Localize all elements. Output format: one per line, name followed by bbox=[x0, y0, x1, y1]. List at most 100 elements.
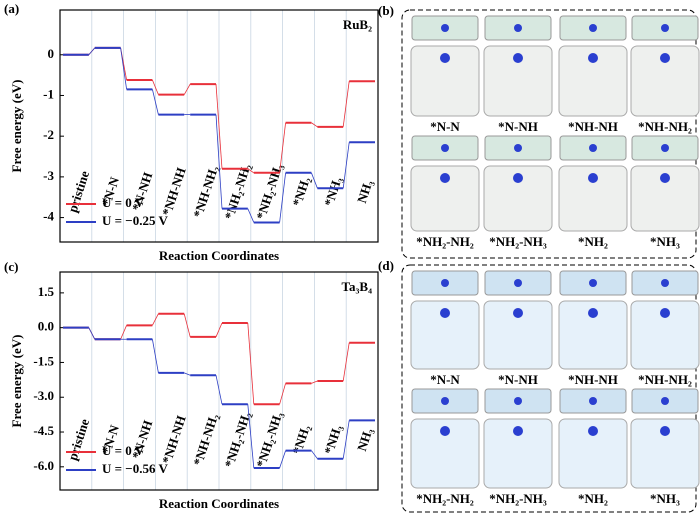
structure-caption: *NH₂ bbox=[578, 234, 608, 249]
adsorbate bbox=[661, 144, 669, 152]
structure-side-view bbox=[483, 300, 553, 370]
adsorbate bbox=[514, 24, 522, 32]
structure-caption: *NH-NH₂ bbox=[638, 119, 692, 134]
adsorbate bbox=[661, 279, 669, 287]
category-label: NH₃ bbox=[354, 426, 376, 453]
connector bbox=[88, 327, 96, 340]
adsorbate bbox=[441, 397, 449, 405]
connector bbox=[247, 404, 255, 469]
adsorbate bbox=[661, 397, 669, 405]
adsorbate bbox=[660, 173, 670, 183]
y-axis-title: Free energy (eV) bbox=[9, 80, 24, 173]
category-label: *NH-NH bbox=[159, 414, 189, 466]
category-label: *NH-NH bbox=[159, 166, 189, 218]
connector bbox=[152, 89, 159, 115]
connector bbox=[215, 114, 223, 209]
structure-side-view bbox=[410, 45, 480, 117]
adsorbate bbox=[588, 173, 598, 183]
structure-side-view bbox=[483, 418, 553, 489]
structure-side-view bbox=[483, 165, 553, 232]
structure-side-view bbox=[630, 418, 700, 489]
connector bbox=[215, 375, 223, 405]
plot-frame bbox=[59, 271, 379, 491]
structure-caption: *NH₂-NH₃ bbox=[489, 491, 547, 506]
connector bbox=[215, 322, 223, 338]
connector bbox=[183, 313, 191, 338]
structure-side-view bbox=[558, 418, 628, 489]
connector bbox=[342, 81, 350, 127]
adsorbate bbox=[514, 279, 522, 287]
adsorbate bbox=[588, 426, 598, 436]
connector bbox=[215, 84, 223, 169]
structure-caption: *NH-NH bbox=[568, 119, 618, 134]
adsorbate bbox=[514, 144, 522, 152]
adsorbate bbox=[660, 308, 670, 318]
structure-caption: *NH₂-NH₂ bbox=[416, 234, 474, 249]
adsorbate bbox=[440, 53, 450, 63]
category-label: *NH₃ bbox=[321, 423, 345, 456]
legend-label: U = −0.56 V bbox=[102, 461, 168, 476]
connector bbox=[311, 172, 318, 189]
y-tick-label: -3.0 bbox=[33, 388, 54, 403]
category-label: *NH-NH₂ bbox=[190, 164, 221, 220]
adsorbate bbox=[441, 279, 449, 287]
structure-caption: *NH-NH₂ bbox=[638, 372, 692, 387]
adsorbate bbox=[588, 53, 598, 63]
structure-caption: *NH₃ bbox=[650, 234, 680, 249]
adsorbate bbox=[589, 279, 597, 287]
adsorbate bbox=[441, 24, 449, 32]
connector bbox=[88, 47, 96, 56]
category-label: NH₃ bbox=[354, 178, 376, 205]
structure-caption: *N-NH bbox=[498, 119, 538, 134]
connector bbox=[342, 420, 350, 459]
connector bbox=[311, 122, 318, 128]
legend-label: U = 0 V bbox=[102, 195, 145, 210]
y-tick-label: -1.5 bbox=[33, 353, 54, 368]
panel-label: (d) bbox=[378, 258, 394, 273]
y-tick-label: -2 bbox=[43, 127, 54, 142]
structure-caption: *NH₂ bbox=[578, 491, 608, 506]
adsorbate bbox=[514, 397, 522, 405]
structure-side-view bbox=[630, 165, 700, 232]
category-label: *NH₂ bbox=[289, 175, 313, 208]
structure-caption: *NH₂-NH₂ bbox=[416, 491, 474, 506]
category-label: *NH₂-NH₂ bbox=[221, 162, 253, 222]
connector bbox=[279, 172, 286, 223]
connector bbox=[279, 450, 286, 469]
adsorbate bbox=[589, 397, 597, 405]
adsorbate bbox=[660, 426, 670, 436]
panel-frame bbox=[401, 264, 697, 513]
connector bbox=[311, 450, 318, 459]
structure-side-view bbox=[410, 418, 480, 489]
adsorbate bbox=[513, 173, 523, 183]
structure-side-view bbox=[558, 300, 628, 370]
legend-label: U = −0.25 V bbox=[102, 213, 168, 228]
panel-frame bbox=[401, 9, 697, 259]
structure-side-view bbox=[558, 45, 628, 117]
annotation: Ta₃B₄ bbox=[342, 279, 373, 294]
connector bbox=[247, 168, 255, 174]
adsorbate bbox=[440, 426, 450, 436]
structure-side-view bbox=[630, 300, 700, 370]
category-label: pristine bbox=[65, 169, 93, 214]
y-tick-label: -4.5 bbox=[33, 423, 54, 438]
y-tick-label: 0.0 bbox=[38, 319, 54, 334]
connector bbox=[279, 383, 286, 405]
category-label: *NH₂-NH₃ bbox=[253, 410, 285, 470]
plot-frame bbox=[59, 9, 379, 243]
adsorbate bbox=[661, 24, 669, 32]
panel-label: (c) bbox=[4, 259, 18, 274]
y-tick-label: 1.5 bbox=[38, 284, 55, 299]
connector bbox=[120, 47, 127, 90]
legend-label: U = 0 V bbox=[102, 443, 145, 458]
y-tick-label: 0 bbox=[48, 46, 55, 61]
adsorbate bbox=[513, 308, 523, 318]
structure-side-view bbox=[630, 45, 700, 117]
structure-side-view bbox=[558, 165, 628, 232]
connector bbox=[120, 325, 127, 340]
annotation: RuB₂ bbox=[343, 17, 372, 32]
adsorbate bbox=[513, 53, 523, 63]
panel-label: (a) bbox=[4, 1, 19, 16]
